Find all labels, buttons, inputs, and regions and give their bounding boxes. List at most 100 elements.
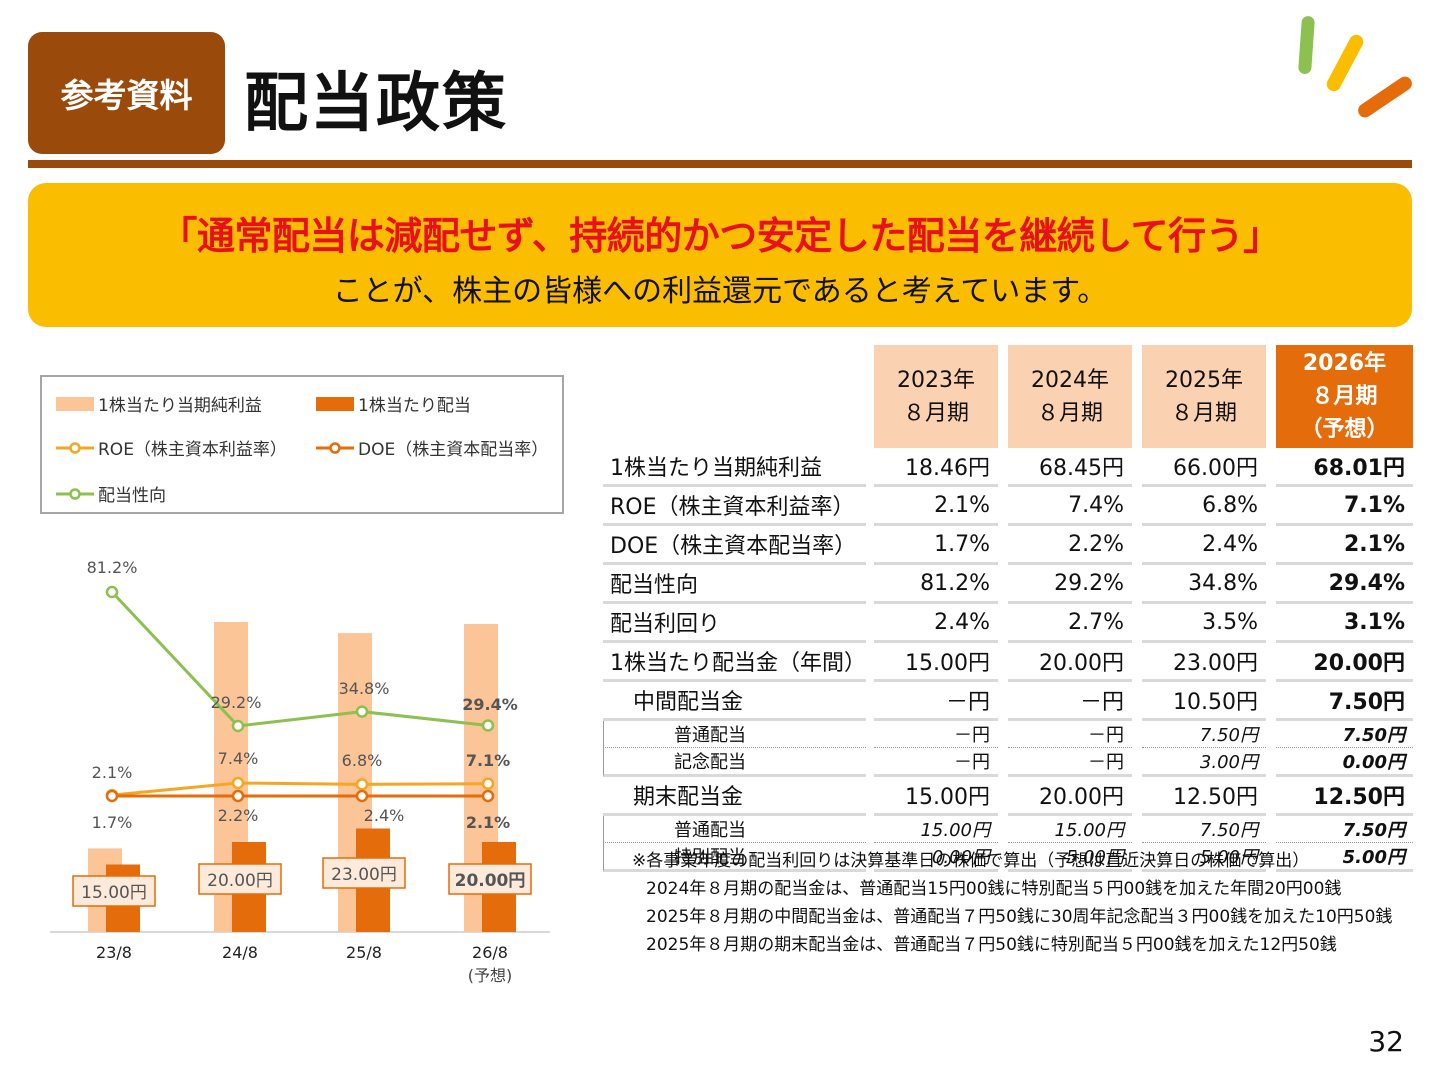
badge-label: 参考資料 <box>60 76 193 115</box>
legend-doe-label: DOE（株主資本配当率） <box>358 440 549 460</box>
footnote: ※各事業年度の配当利回りは決算基準日の株価で算出（予想は直近決算日の株価で算出） <box>632 851 1310 871</box>
table-cell: 68.01円 <box>1276 448 1413 487</box>
dps-data-label: 15.00円 <box>81 883 147 903</box>
dividend-table: 2023年 ８月期 2024年 ８月期 2025年 ８月期 2026年 ８月期 （予想） … <box>603 345 1413 872</box>
table-cell: 15.00円 <box>1008 816 1132 843</box>
table-cell: 7.50円 <box>1276 721 1413 748</box>
line-data-label: 2.2% <box>218 806 259 825</box>
line-data-label: 7.1% <box>466 751 510 770</box>
table-cell: 3.1% <box>1276 604 1413 643</box>
line-data-label: 34.8% <box>339 679 390 698</box>
line-data-label: 6.8% <box>342 751 383 770</box>
table-cell: 3.00円 <box>1142 748 1266 777</box>
table-row: 1株当たり配当金（年間） 15.00円 20.00円 23.00円 20.00円 <box>603 643 1413 682</box>
header-2026-forecast: 2026年 ８月期 （予想） <box>1276 345 1413 448</box>
doe-point <box>355 789 369 803</box>
dps-data-label: 23.00円 <box>331 865 397 885</box>
dps-label-box <box>72 875 156 907</box>
category-label: 25/8 <box>346 943 382 962</box>
table-row: 期末配当金 15.00円 20.00円 12.50円 12.50円 <box>603 777 1413 816</box>
table-cell: 68.45円 <box>1008 448 1132 487</box>
row-label: 1株当たり配当金（年間） <box>603 643 866 682</box>
row-label: 記念配当 <box>603 748 866 777</box>
table-cell: 29.2% <box>1008 565 1132 604</box>
payout-point <box>105 585 119 599</box>
table-cell: －円 <box>1008 682 1132 721</box>
table-cell: －円 <box>1008 748 1132 777</box>
category-note: (予想) <box>468 966 513 985</box>
row-label: 期末配当金 <box>603 777 866 816</box>
table-cell: 2.1% <box>1276 526 1413 565</box>
payout-line <box>110 590 489 728</box>
legend-dps: 1株当たり配当 <box>316 391 471 416</box>
header-2025: 2025年 ８月期 <box>1142 345 1266 448</box>
line-data-label: 29.4% <box>462 695 518 714</box>
row-label: 配当性向 <box>603 565 866 604</box>
table-cell: －円 <box>1008 721 1132 748</box>
legend-payout-swatch <box>56 487 94 500</box>
banner-sub-text: ことが、株主の皆様への利益還元であると考えています。 <box>332 274 1108 309</box>
banner-main-text: 「通常配当は減配せず、持続的かつ安定した配当を継続して行う」 <box>159 214 1281 258</box>
reference-badge: 参考資料 <box>28 32 225 154</box>
doe-point <box>105 789 119 803</box>
table-cell: 12.50円 <box>1142 777 1266 816</box>
roe-point <box>481 777 495 790</box>
payout-point <box>355 705 369 718</box>
dps-data-label: 20.00円 <box>207 871 273 891</box>
line-data-label: 29.2% <box>211 693 262 712</box>
payout-point <box>231 719 245 733</box>
table-cell: 10.50円 <box>1142 682 1266 721</box>
dps-label-box <box>448 863 532 895</box>
legend-dps-swatch <box>316 396 354 411</box>
roe-point <box>355 778 369 791</box>
line-data-label: 7.4% <box>218 749 259 768</box>
table-cell: 18.46円 <box>874 448 998 487</box>
line-data-label: 2.1% <box>466 813 510 832</box>
table-cell: 81.2% <box>874 565 998 604</box>
table-cell: －円 <box>874 721 998 748</box>
footnote: 2025年８月期の中間配当金は、普通配当７円50銭に30周年記念配当３円00銭を… <box>646 907 1393 927</box>
table-cell: 20.00円 <box>1008 777 1132 816</box>
table-cell: 7.50円 <box>1142 816 1266 843</box>
title-divider <box>28 160 1412 168</box>
row-label: 普通配当 <box>603 816 866 843</box>
table-row: 配当性向 81.2% 29.2% 34.8% 29.4% <box>603 565 1413 604</box>
table-row: 配当利回り 2.4% 2.7% 3.5% 3.1% <box>603 604 1413 643</box>
row-label: 普通配当 <box>603 721 866 748</box>
table-cell: 2.1% <box>874 487 998 526</box>
table-cell: 20.00円 <box>1276 643 1413 682</box>
table-cell: 20.00円 <box>1008 643 1132 682</box>
table-cell: 15.00円 <box>874 816 998 843</box>
legend-roe-swatch <box>56 441 94 454</box>
table-cell: 6.8% <box>1142 487 1266 526</box>
category-label: 24/8 <box>222 943 258 962</box>
row-label: 特別配当 <box>603 843 866 872</box>
payout-point <box>481 719 495 732</box>
table-cell: 34.8% <box>1142 565 1266 604</box>
dps-label-box <box>198 863 282 895</box>
row-label: 配当利回り <box>603 604 866 643</box>
dps-label-box <box>322 857 406 889</box>
legend-doe-swatch <box>316 441 354 454</box>
line-data-label: 2.1% <box>92 763 133 782</box>
legend-payout: 配当性向 <box>56 481 166 506</box>
doe-point <box>231 789 245 803</box>
header-2024: 2024年 ８月期 <box>1008 345 1132 448</box>
category-label: 23/8 <box>96 943 132 962</box>
table-cell: 2.4% <box>1142 526 1266 565</box>
page-title: 配当政策 <box>244 67 508 141</box>
legend-eps: 1株当たり当期純利益 <box>56 391 262 416</box>
table-cell: 15.00円 <box>874 643 998 682</box>
table-cell: 12.50円 <box>1276 777 1413 816</box>
legend-roe-label: ROE（株主資本利益率） <box>98 440 287 460</box>
doe-point <box>481 789 495 803</box>
line-data-label: 1.7% <box>92 813 133 832</box>
table-cell: －円 <box>874 748 998 777</box>
table-row: 1株当たり当期純利益 18.46円 68.45円 66.00円 68.01円 <box>603 448 1413 487</box>
line-data-label: 81.2% <box>87 558 138 577</box>
header-2023: 2023年 ８月期 <box>874 345 998 448</box>
table-cell: 15.00円 <box>874 777 998 816</box>
table-cell: 0.00円 <box>874 843 998 872</box>
row-label: ROE（株主資本利益率） <box>603 487 866 526</box>
table-header-row: 2023年 ８月期 2024年 ８月期 2025年 ８月期 2026年 ８月期 （予想） <box>603 345 1413 448</box>
